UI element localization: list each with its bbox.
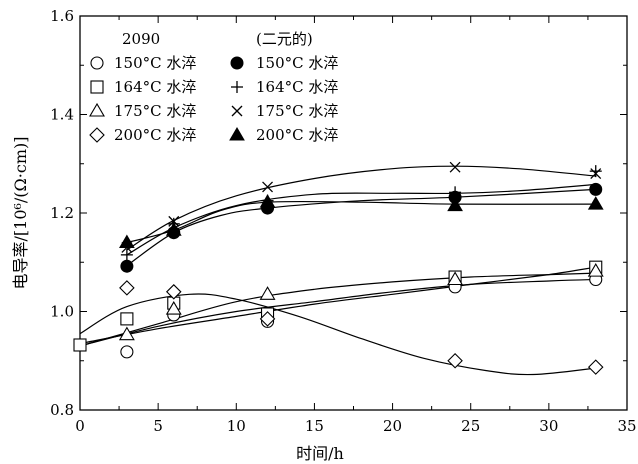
- legend-marker-cross: [231, 105, 243, 117]
- data-point-triangle-open: [259, 286, 276, 300]
- x-tick-label: 25: [461, 417, 480, 435]
- x-tick-label: 20: [383, 417, 402, 435]
- fit-curve-square-open: [79, 272, 596, 347]
- x-tick-label: 30: [539, 417, 558, 435]
- x-axis-title: 时间/h: [296, 444, 344, 463]
- y-tick-label: 1.0: [50, 303, 74, 321]
- legend-marker-circle-open: [90, 56, 104, 70]
- data-point-circle-open: [120, 345, 134, 359]
- axis-ticks: 0 5 10 15 20 25 30 35 0.8 1.0 1.2 1.4 1.6: [50, 7, 636, 435]
- legend-label: 150°C 水淬: [114, 54, 196, 72]
- data-point-plus: [589, 165, 602, 178]
- legend-label: 175°C 水淬: [256, 102, 338, 120]
- x-tick-label: 0: [75, 417, 85, 435]
- y-tick-label: 0.8: [50, 401, 74, 419]
- legend-label: 150°C 水淬: [256, 54, 338, 72]
- data-point-plus: [449, 186, 462, 199]
- legend-label: 164°C 水淬: [256, 78, 338, 96]
- data-point-triangle-open: [165, 300, 182, 315]
- data-point-triangle-filled: [119, 234, 135, 249]
- legend-label: 200°C 水淬: [256, 126, 338, 144]
- data-point-circle-filled: [120, 259, 134, 273]
- legend-label: 175°C 水淬: [114, 102, 196, 120]
- data-point-cross: [168, 215, 180, 227]
- data-point-triangle-filled: [587, 196, 604, 210]
- legend-marker-square-open: [90, 80, 104, 94]
- legend: 2090 (二元的) 150°C 水淬 164°C 水淬 175°C 水淬 200°C…: [89, 30, 338, 144]
- data-point-triangle-open: [447, 271, 464, 286]
- y-tick-label: 1.2: [50, 204, 74, 222]
- data-point-cross: [262, 181, 274, 193]
- data-point-diamond-open: [119, 280, 135, 296]
- data-point-cross: [590, 168, 602, 180]
- fit-curve-cross: [126, 165, 596, 251]
- legend-header-2090: 2090: [122, 30, 160, 48]
- data-point-circle-filled: [589, 182, 603, 196]
- data-point-triangle-filled: [447, 197, 463, 212]
- legend-marker-diamond-open: [89, 127, 105, 143]
- data-markers: [73, 161, 604, 375]
- data-point-cross: [449, 161, 461, 173]
- data-point-diamond-open: [165, 284, 182, 300]
- legend-label: 164°C 水淬: [114, 78, 196, 96]
- legend-marker-triangle-filled: [229, 127, 245, 141]
- x-tick-label: 15: [305, 417, 324, 435]
- legend-marker-triangle-open: [89, 102, 105, 117]
- y-axis-title: 电导率/[10⁶/(Ω·cm)]: [11, 136, 30, 289]
- fit-curve-triangle-open: [79, 266, 596, 345]
- data-point-diamond-open: [587, 359, 604, 375]
- legend-header-binary: (二元的): [256, 30, 313, 48]
- data-point-triangle-open: [587, 263, 604, 277]
- data-point-diamond-open: [259, 311, 276, 327]
- data-point-triangle-filled: [165, 222, 182, 236]
- plot-frame: [79, 15, 628, 411]
- legend-marker-plus: [231, 81, 243, 93]
- y-tick-label: 1.4: [50, 106, 74, 124]
- data-point-plus: [120, 248, 133, 261]
- y-tick-label: 1.6: [50, 7, 74, 25]
- data-point-diamond-open: [447, 352, 463, 369]
- x-tick-label: 5: [153, 417, 163, 435]
- fit-curve-circle-filled: [126, 188, 596, 267]
- x-tick-label: 35: [617, 417, 636, 435]
- data-point-triangle-filled: [259, 194, 276, 208]
- fit-curves: [79, 165, 596, 376]
- data-point-square-open: [120, 312, 134, 326]
- data-point-triangle-open: [118, 326, 135, 341]
- fit-curve-circle-open: [79, 278, 596, 347]
- data-point-square-open: [73, 338, 87, 352]
- x-tick-label: 10: [227, 417, 246, 435]
- fit-curve-plus: [126, 183, 596, 256]
- legend-marker-circle-filled: [230, 56, 244, 70]
- fit-curve-diamond-open: [79, 293, 596, 376]
- legend-label: 200°C 水淬: [114, 126, 196, 144]
